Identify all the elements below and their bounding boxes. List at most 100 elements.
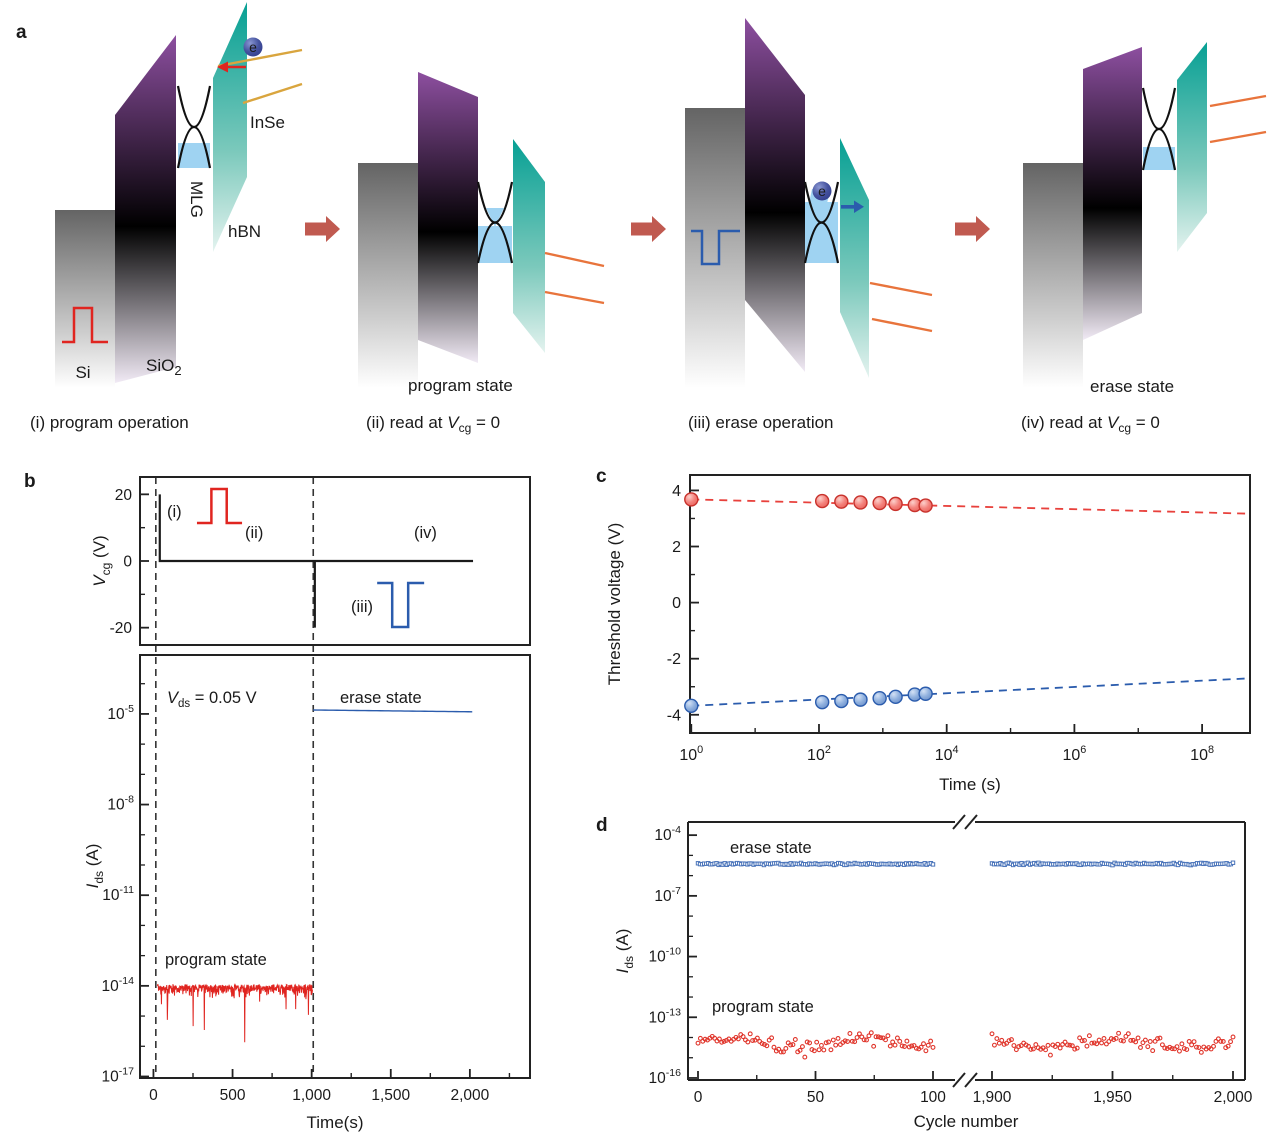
data-point	[1189, 1042, 1195, 1048]
data-point	[1055, 1041, 1061, 1047]
sio2-sheet	[115, 35, 176, 383]
si-block	[1023, 163, 1083, 388]
data-point	[902, 1044, 907, 1049]
data-point	[1026, 1043, 1031, 1049]
d-x-axis-label: Cycle number	[914, 1112, 1019, 1131]
data-point	[1062, 1039, 1068, 1045]
data-point	[809, 1047, 815, 1053]
data-point	[754, 1035, 760, 1041]
si-block	[685, 108, 745, 388]
data-point	[697, 1035, 703, 1041]
d-program-state-annotation: program state	[712, 998, 814, 1016]
data-point	[1225, 1043, 1231, 1049]
c-y-axis-label: Threshold voltage (V)	[605, 523, 624, 686]
panel-c-axes-and-series: 4 2 0 -2 -4 100 102 104 106 108	[667, 474, 1251, 764]
ids-plot-frame	[139, 654, 531, 1079]
data-point	[1116, 1030, 1122, 1036]
mlg-charge-fill	[1143, 147, 1175, 170]
data-point	[1191, 1039, 1197, 1045]
tick-label: -2	[667, 651, 681, 668]
hbn-sheet	[213, 2, 247, 252]
tick-label: -4	[667, 707, 681, 724]
panel-label-a: a	[16, 22, 27, 43]
diagram-erase-operation: e (iii) erase operation	[685, 18, 933, 432]
data-point	[823, 1040, 829, 1046]
data-point	[1096, 1037, 1102, 1043]
ids-axis-label: Ids (A)	[83, 844, 106, 889]
trend-dashed-line	[691, 677, 1251, 707]
data-point	[871, 1043, 877, 1049]
tick-label: 0	[149, 1087, 158, 1104]
sio2-sheet	[745, 18, 805, 372]
tick-label: 10-16	[649, 1067, 682, 1087]
c-x-axis-label: Time (s)	[939, 775, 1001, 794]
data-point	[814, 493, 830, 509]
tick-label: -20	[110, 620, 133, 637]
data-point	[885, 1033, 891, 1039]
data-point	[1006, 1038, 1012, 1044]
data-point	[1065, 1042, 1070, 1048]
data-point	[868, 1030, 874, 1036]
data-point	[1101, 1035, 1107, 1041]
data-point	[1186, 1038, 1192, 1044]
data-point	[1147, 1039, 1153, 1044]
data-point	[802, 1054, 808, 1060]
program-state-annotation: program state	[165, 951, 267, 969]
program-state-label: program state	[408, 376, 513, 395]
data-point	[834, 494, 849, 509]
dirac-cone-icon	[1141, 87, 1177, 131]
data-point	[1179, 1041, 1185, 1047]
data-point	[834, 693, 849, 709]
data-point	[1228, 1039, 1234, 1045]
data-point	[769, 1035, 775, 1041]
data-point	[878, 1035, 884, 1041]
panel-d-endurance-chart: 10-4 10-7 10-10 10-13 10-16 0 50 100 1,900 1,950 2…	[596, 814, 1253, 1131]
d-erase-state-annotation: erase state	[730, 839, 812, 857]
data-point	[1218, 1038, 1224, 1044]
erase-pulse-icon	[691, 229, 740, 266]
data-point	[781, 1049, 786, 1055]
segment-label-ii: (ii)	[245, 524, 263, 542]
program-pulse-icon	[62, 306, 108, 344]
data-point	[930, 862, 936, 867]
data-point	[994, 1036, 1000, 1042]
data-point	[1067, 1042, 1073, 1048]
data-point	[1030, 1046, 1036, 1052]
data-point	[923, 1048, 929, 1054]
inse-band-line	[217, 48, 303, 68]
data-point	[1194, 1044, 1199, 1050]
data-point	[930, 1044, 936, 1050]
data-point	[864, 1037, 869, 1043]
caption-iv: (iv) read at Vcg = 0	[1021, 413, 1160, 435]
data-point	[792, 1037, 798, 1042]
data-point	[807, 1040, 813, 1046]
data-point	[1047, 1052, 1053, 1058]
data-point	[911, 1043, 917, 1048]
panel-label-c: c	[596, 466, 607, 487]
data-point	[821, 1047, 827, 1053]
data-point	[1169, 1046, 1175, 1052]
data-point	[906, 1044, 912, 1050]
data-point	[1215, 1036, 1221, 1042]
inse-label: InSe	[250, 113, 285, 132]
data-point	[716, 1036, 722, 1042]
tick-label: 10-13	[649, 1006, 682, 1026]
segment-label-iv: (iv)	[414, 524, 437, 542]
data-point	[826, 1039, 832, 1045]
data-point	[830, 1037, 836, 1043]
tick-label: 10-17	[102, 1065, 135, 1085]
data-point	[745, 1039, 751, 1045]
data-point	[684, 698, 699, 713]
data-point	[859, 1034, 865, 1040]
data-point	[799, 1044, 805, 1050]
plot-frame	[689, 474, 1251, 734]
data-point	[1028, 1046, 1034, 1052]
mlg-charge-fill	[486, 208, 504, 227]
electron-icon	[812, 181, 832, 201]
hbn-label: hBN	[228, 222, 261, 241]
data-point	[764, 1043, 770, 1049]
transition-arrow-icon	[955, 216, 990, 242]
tick-label: 50	[807, 1089, 825, 1106]
data-point	[1159, 1042, 1165, 1048]
data-point	[883, 1037, 888, 1043]
